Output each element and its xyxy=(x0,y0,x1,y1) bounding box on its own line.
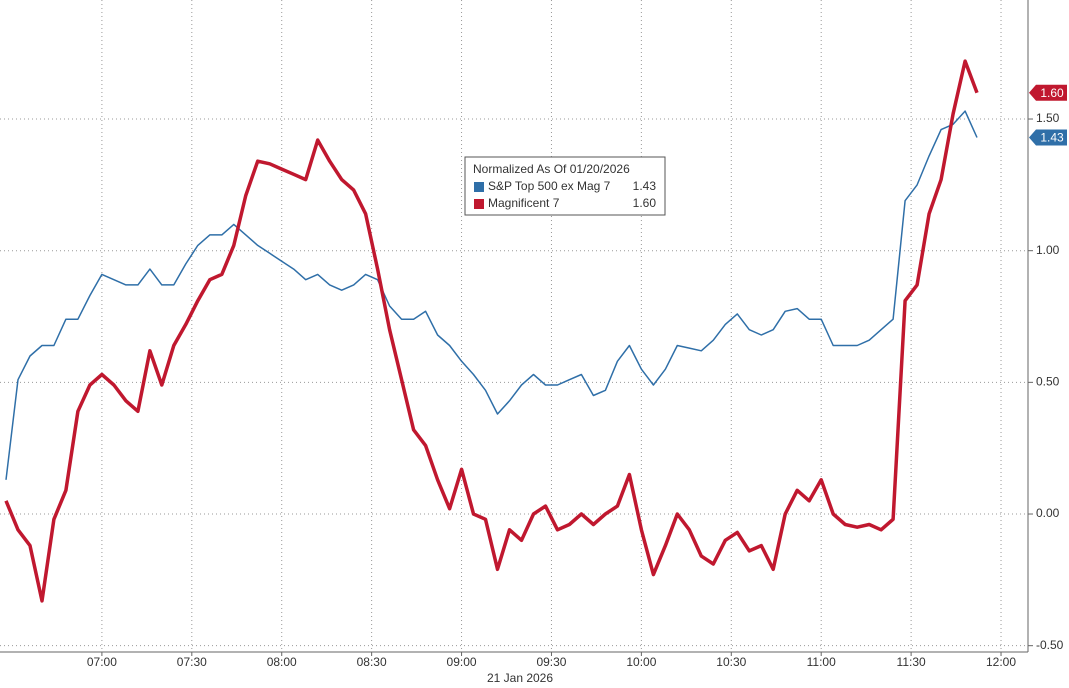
legend-swatch xyxy=(474,182,484,192)
legend-label: S&P Top 500 ex Mag 7 xyxy=(488,179,611,193)
x-tick-label: 07:30 xyxy=(177,655,207,669)
tag-shape xyxy=(1029,84,1067,101)
x-tick-label: 09:00 xyxy=(447,655,477,669)
legend-value: 1.43 xyxy=(633,179,657,193)
x-axis-label: 21 Jan 2026 xyxy=(487,671,553,685)
last-value-tag: 1.60 xyxy=(1029,84,1067,101)
y-tick-label: 0.50 xyxy=(1036,375,1060,389)
y-tick-label: -0.50 xyxy=(1036,638,1064,652)
y-tick-label: 1.00 xyxy=(1036,243,1060,257)
y-tick-label: 1.50 xyxy=(1036,111,1060,125)
x-tick-label: 12:00 xyxy=(986,655,1016,669)
x-tick-label: 08:00 xyxy=(267,655,297,669)
x-tick-label: 08:30 xyxy=(357,655,387,669)
series-line xyxy=(5,110,978,480)
tag-shape xyxy=(1029,129,1067,146)
tag-label: 1.43 xyxy=(1040,131,1064,145)
legend-label: Magnificent 7 xyxy=(488,196,560,210)
y-tick-label: 0.00 xyxy=(1036,506,1060,520)
tag-label: 1.60 xyxy=(1040,86,1064,100)
legend: Normalized As Of 01/20/2026 S&P Top 500 e… xyxy=(464,156,666,216)
x-tick-label: 11:00 xyxy=(807,655,836,669)
x-tick-label: 07:00 xyxy=(87,655,117,669)
legend-title: Normalized As Of 01/20/2026 xyxy=(473,162,630,176)
x-tick-label: 10:30 xyxy=(716,655,746,669)
series-line xyxy=(4,59,979,603)
legend-value: 1.60 xyxy=(633,196,657,210)
x-tick-label: 11:30 xyxy=(897,655,926,669)
x-tick-label: 09:30 xyxy=(536,655,566,669)
legend-box xyxy=(464,156,666,216)
legend-swatch xyxy=(474,199,484,209)
last-value-tag: 1.43 xyxy=(1029,129,1067,146)
x-tick-label: 10:00 xyxy=(626,655,656,669)
